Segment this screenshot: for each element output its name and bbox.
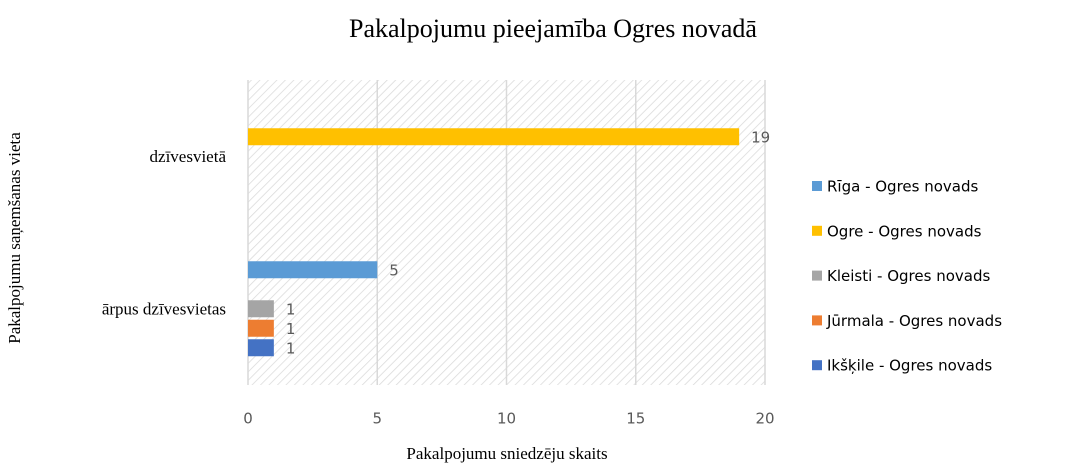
x-tick-label: 10 — [497, 410, 516, 428]
legend-swatch — [812, 360, 822, 371]
legend-swatch — [812, 315, 822, 326]
legend-label: Ogre - Ogres novads — [827, 222, 982, 240]
bar — [248, 128, 740, 146]
bar — [248, 300, 274, 318]
legend-swatch — [812, 270, 822, 281]
x-tick-label: 20 — [755, 410, 774, 428]
legend-label: Kleisti - Ogres novads — [827, 267, 990, 285]
bar — [248, 319, 274, 337]
bar — [248, 339, 274, 357]
y-tick-label: ārpus dzīvesvietas — [102, 300, 226, 319]
bar — [248, 261, 378, 279]
chart-title: Pakalpojumu pieejamība Ogres novadā — [349, 14, 757, 43]
y-axis-label: Pakalpojumu saņemšanas vieta — [5, 132, 24, 344]
data-label: 5 — [389, 261, 399, 279]
x-tick-label: 15 — [626, 410, 645, 428]
x-tick-label: 0 — [243, 410, 253, 428]
y-tick-label: dzīvesvietā — [150, 147, 227, 166]
data-label: 1 — [286, 300, 296, 318]
legend-swatch — [812, 181, 822, 191]
data-label: 19 — [751, 128, 770, 146]
legend-label: Rīga - Ogres novads — [827, 178, 979, 196]
data-label: 1 — [286, 339, 296, 357]
legend-label: Ikšķile - Ogres novads — [827, 357, 992, 375]
legend-swatch — [812, 225, 822, 236]
x-tick-label: 5 — [372, 410, 382, 428]
data-label: 1 — [286, 320, 296, 338]
x-axis-label: Pakalpojumu sniedzēju skaits — [406, 444, 607, 463]
legend-label: Jūrmala - Ogres novads — [826, 312, 1002, 330]
